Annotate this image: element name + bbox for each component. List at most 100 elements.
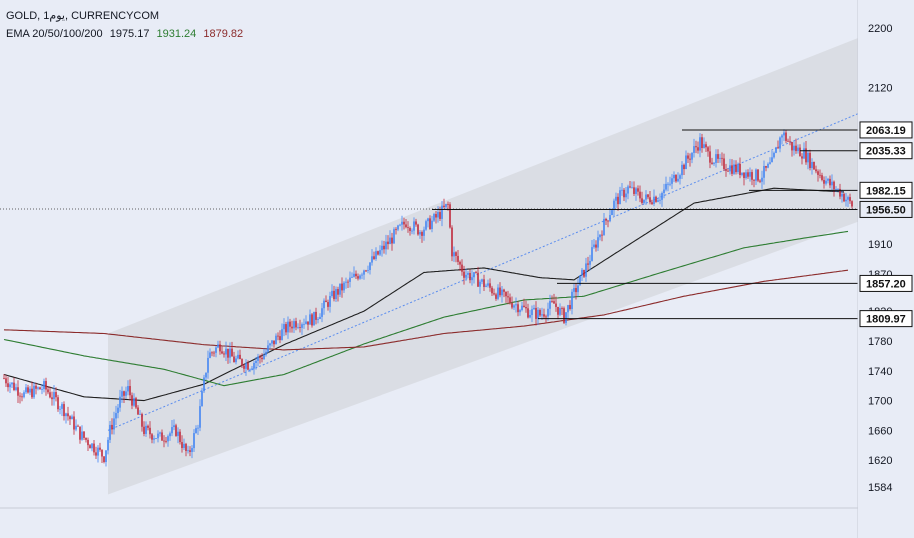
candle-body	[577, 285, 579, 293]
candle-body	[797, 147, 799, 152]
candle-body	[227, 348, 229, 358]
candle-body	[271, 340, 273, 344]
candle-body	[635, 188, 637, 194]
candle-body	[99, 447, 101, 450]
candle-body	[727, 170, 729, 172]
candle-body	[185, 443, 187, 451]
candle-body	[411, 230, 413, 232]
candle-body	[281, 329, 283, 340]
candle-body	[191, 448, 193, 452]
y-tick-label: 1740	[868, 366, 892, 378]
candle-body	[383, 245, 385, 250]
candle-body	[93, 443, 95, 453]
candle-body	[139, 413, 141, 415]
candle-body	[97, 447, 99, 456]
candle-body	[631, 187, 633, 189]
ema-line-20	[3, 187, 845, 402]
candle-body	[681, 164, 683, 176]
candle-body	[327, 302, 329, 307]
y-tick-label: 1700	[868, 396, 892, 408]
candle-body	[501, 289, 503, 296]
candle-body	[735, 164, 737, 173]
candle-body	[341, 283, 343, 291]
candle-body	[803, 148, 805, 159]
candle-body	[171, 427, 173, 434]
candle-body	[143, 426, 145, 434]
candle-body	[43, 381, 45, 390]
candle-body	[525, 306, 527, 309]
candle-body	[71, 416, 73, 420]
candle-body	[135, 398, 137, 408]
candle-body	[379, 250, 381, 255]
candle-body	[253, 362, 255, 369]
price-level-tag	[859, 121, 913, 139]
candle-body	[761, 177, 763, 182]
candle-body	[663, 189, 665, 194]
price-level-label: 1982.15	[866, 185, 906, 197]
candle-body	[373, 256, 375, 259]
y-tick-label: 1584	[868, 482, 892, 494]
candle-body	[209, 352, 211, 358]
candle-body	[795, 145, 797, 152]
candle-body	[841, 193, 843, 197]
candle-body	[495, 294, 497, 299]
candle-body	[489, 283, 491, 288]
candle-body	[407, 227, 409, 228]
candle-body	[5, 378, 7, 384]
candle-body	[359, 275, 361, 279]
candle-body	[255, 360, 257, 363]
candle-body	[817, 171, 819, 175]
candle-body	[387, 241, 389, 245]
candle-body	[433, 214, 435, 221]
candle-body	[147, 425, 149, 428]
ema-label: EMA 20/50/100/200	[6, 28, 103, 40]
candle-body	[615, 196, 617, 201]
candle-body	[683, 164, 685, 170]
candle-body	[129, 386, 131, 396]
candle-body	[647, 194, 649, 198]
candle-body	[611, 210, 613, 216]
candle-body	[247, 363, 249, 370]
candle-body	[641, 198, 643, 203]
candle-body	[15, 387, 17, 390]
candle-body	[719, 157, 721, 159]
candle-body	[81, 431, 83, 440]
candle-body	[315, 311, 317, 320]
candle-body	[599, 234, 601, 238]
candle-body	[483, 279, 485, 287]
candle-body	[175, 425, 177, 436]
candle-body	[571, 291, 573, 310]
candle-body	[835, 189, 837, 190]
candle-body	[397, 225, 399, 230]
candle-body	[833, 181, 835, 190]
candle-body	[145, 425, 147, 434]
candle-body	[9, 384, 11, 388]
candle-body	[321, 308, 323, 317]
candle-body	[783, 132, 785, 136]
candle-body	[609, 215, 611, 222]
candle-body	[707, 147, 709, 152]
price-level-label: 2035.33	[866, 146, 906, 158]
candle-body	[679, 175, 681, 179]
candle-body	[765, 166, 767, 168]
candle-body	[261, 357, 263, 360]
candle-body	[739, 163, 741, 175]
candle-body	[381, 245, 383, 251]
candle-body	[189, 450, 191, 452]
candle-body	[377, 251, 379, 255]
y-tick-label: 2200	[868, 23, 892, 35]
candle-body	[741, 172, 743, 175]
candle-body	[751, 172, 753, 180]
candle-body	[821, 175, 823, 180]
candle-body	[695, 146, 697, 148]
candle-body	[747, 172, 749, 177]
candle-body	[111, 424, 113, 430]
candle-body	[813, 162, 815, 170]
candle-body	[21, 396, 23, 398]
candle-body	[661, 193, 663, 200]
candle-body	[675, 174, 677, 182]
candle-body	[537, 309, 539, 319]
candle-body	[699, 137, 701, 151]
candle-body	[7, 383, 9, 388]
